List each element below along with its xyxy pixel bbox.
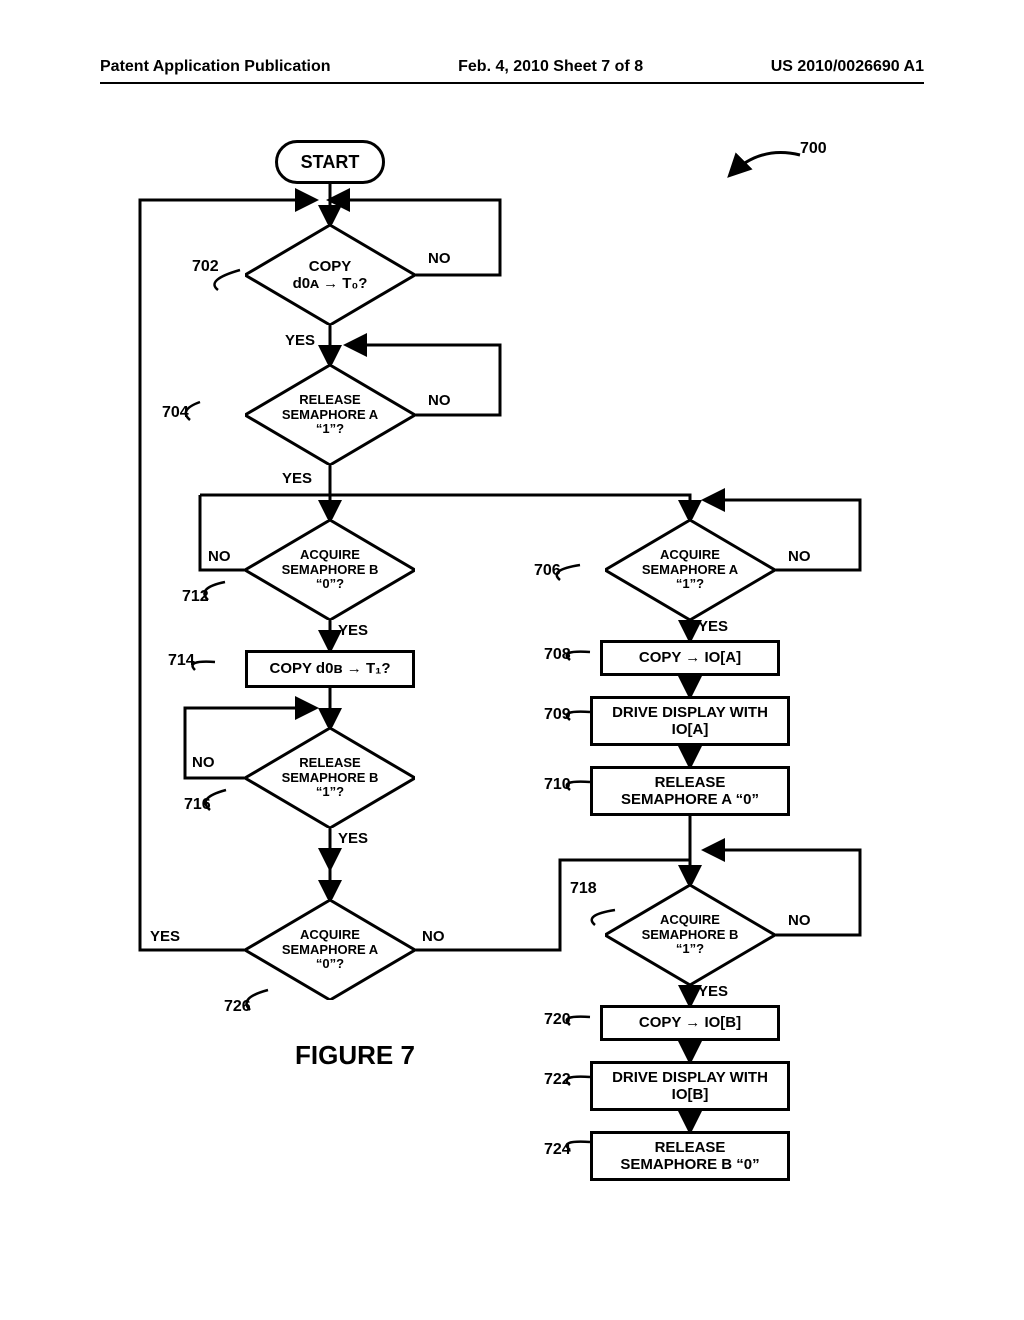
header-rule [100, 82, 924, 84]
ref-708: 708 [544, 646, 571, 664]
ref-706: 706 [534, 562, 561, 580]
decision-704-label: RELEASE SEMAPHORE A “1”? [282, 393, 378, 438]
edge-704-yes: YES [282, 470, 312, 487]
header-right: US 2010/0026690 A1 [771, 58, 924, 76]
header-left: Patent Application Publication [100, 58, 331, 76]
decision-716-label: RELEASE SEMAPHORE B “1”? [282, 756, 379, 801]
edge-712-no: NO [208, 548, 231, 565]
edge-726-no: NO [422, 928, 445, 945]
edge-726-yes: YES [150, 928, 180, 945]
process-720-label: COPY → IO[B] [639, 1014, 741, 1031]
page-header: Patent Application Publication Feb. 4, 2… [0, 58, 1024, 76]
process-714-label: COPY d0ʙ → T₁? [270, 660, 391, 677]
process-724: RELEASE SEMAPHORE B “0” [590, 1131, 790, 1181]
process-724-label: RELEASE SEMAPHORE B “0” [620, 1139, 759, 1174]
process-722: DRIVE DISPLAY WITH IO[B] [590, 1061, 790, 1111]
process-708-label: COPY → IO[A] [639, 649, 741, 666]
decision-702-label: COPY d0ᴀ → T₀? [293, 258, 368, 293]
process-710: RELEASE SEMAPHORE A “0” [590, 766, 790, 816]
process-708: COPY → IO[A] [600, 640, 780, 676]
process-720: COPY → IO[B] [600, 1005, 780, 1041]
ref-722: 722 [544, 1071, 571, 1089]
edge-718-yes: YES [698, 983, 728, 1000]
flowchart-canvas: 700 START COPY d0ᴀ → T₀? 702 NO YES RELE… [100, 140, 924, 1240]
decision-712: ACQUIRE SEMAPHORE B “0”? [245, 520, 415, 620]
ref-704: 704 [162, 404, 189, 422]
ref-712: 712 [182, 588, 209, 606]
ref-716: 716 [184, 796, 211, 814]
decision-702: COPY d0ᴀ → T₀? [245, 225, 415, 325]
ref-714: 714 [168, 652, 195, 670]
edge-704-no: NO [428, 392, 451, 409]
decision-706: ACQUIRE SEMAPHORE A “1”? [605, 520, 775, 620]
decision-704: RELEASE SEMAPHORE A “1”? [245, 365, 415, 465]
edge-702-no: NO [428, 250, 451, 267]
process-710-label: RELEASE SEMAPHORE A “0” [621, 774, 759, 809]
edge-712-yes: YES [338, 622, 368, 639]
decision-706-label: ACQUIRE SEMAPHORE A “1”? [642, 548, 738, 593]
ref-724: 724 [544, 1141, 571, 1159]
ref-700: 700 [800, 140, 827, 158]
process-722-label: DRIVE DISPLAY WITH IO[B] [612, 1069, 768, 1104]
edges-svg [100, 140, 924, 1240]
process-709: DRIVE DISPLAY WITH IO[A] [590, 696, 790, 746]
process-709-label: DRIVE DISPLAY WITH IO[A] [612, 704, 768, 739]
process-714: COPY d0ʙ → T₁? [245, 650, 415, 688]
edge-702-yes: YES [285, 332, 315, 349]
edge-706-no: NO [788, 548, 811, 565]
ref-710: 710 [544, 776, 571, 794]
edge-706-yes: YES [698, 618, 728, 635]
decision-716: RELEASE SEMAPHORE B “1”? [245, 728, 415, 828]
edge-718-no: NO [788, 912, 811, 929]
ref-702: 702 [192, 258, 219, 276]
decision-726-label: ACQUIRE SEMAPHORE A “0”? [282, 928, 378, 973]
ref-718: 718 [570, 880, 597, 898]
start-label: START [301, 152, 360, 173]
decision-718: ACQUIRE SEMAPHORE B “1”? [605, 885, 775, 985]
ref-709: 709 [544, 706, 571, 724]
edge-716-yes: YES [338, 830, 368, 847]
terminal-start: START [275, 140, 385, 184]
ref-720: 720 [544, 1011, 571, 1029]
figure-title: FIGURE 7 [295, 1040, 415, 1071]
decision-726: ACQUIRE SEMAPHORE A “0”? [245, 900, 415, 1000]
ref-726: 726 [224, 998, 251, 1016]
decision-718-label: ACQUIRE SEMAPHORE B “1”? [642, 913, 739, 958]
decision-712-label: ACQUIRE SEMAPHORE B “0”? [282, 548, 379, 593]
edge-716-no: NO [192, 754, 215, 771]
header-center: Feb. 4, 2010 Sheet 7 of 8 [458, 58, 643, 76]
